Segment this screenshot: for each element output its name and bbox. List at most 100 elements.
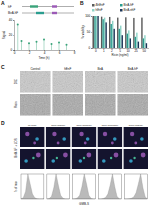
tick: 6 — [59, 50, 61, 55]
cell — [52, 132, 56, 136]
cell — [134, 142, 137, 145]
bar — [125, 17, 126, 48]
schematic-box — [52, 12, 57, 14]
stem — [21, 41, 22, 50]
image — [124, 127, 148, 147]
bar — [144, 35, 145, 48]
cell — [84, 142, 87, 145]
axis-title: % of max — [14, 180, 18, 192]
panel-d: no RicinRicin [1ng/ml]Ricin [10ng/ml]Ric… — [14, 124, 148, 207]
column-label: no Ricin — [28, 124, 37, 126]
histogram — [99, 174, 122, 199]
bar — [122, 35, 123, 48]
panel-label: D — [1, 120, 5, 126]
tick-mark — [91, 32, 92, 33]
axis-title: Time (h) — [38, 56, 49, 60]
stem — [59, 43, 60, 51]
image-texture — [53, 94, 84, 116]
column-label: BirA — [97, 67, 103, 71]
tick: 1 — [103, 48, 105, 53]
tick-label: 25 — [134, 49, 138, 53]
cell — [129, 159, 133, 163]
tick-label: 0 — [11, 48, 13, 52]
image — [20, 94, 51, 116]
bar — [101, 17, 102, 48]
bar — [119, 29, 120, 48]
tick-label: 50 — [87, 30, 91, 34]
schematic-label: hF — [8, 5, 12, 9]
cell — [140, 137, 144, 141]
area — [99, 174, 122, 199]
tick-label: 0 — [14, 51, 16, 55]
cell — [51, 159, 55, 163]
image — [98, 127, 122, 147]
tick-label: 100 — [85, 14, 90, 18]
bar — [105, 22, 106, 48]
marks — [17, 24, 68, 51]
cell — [32, 157, 34, 159]
axis-line — [91, 17, 93, 49]
bar — [110, 24, 111, 48]
image — [85, 71, 116, 93]
bar — [94, 16, 95, 48]
cell — [133, 157, 135, 159]
tick-mark — [13, 35, 14, 36]
point — [51, 43, 53, 45]
legend-swatch — [92, 4, 95, 7]
image-texture — [118, 94, 149, 116]
panel-label: A — [1, 0, 5, 6]
cell — [25, 132, 29, 136]
stem — [29, 43, 30, 50]
image — [98, 149, 122, 169]
schematic-box — [52, 5, 57, 7]
row-label: DIC — [14, 78, 18, 84]
image — [20, 149, 44, 169]
marks — [73, 174, 96, 199]
tick-label: 20 — [9, 33, 13, 37]
panel-label: C — [1, 64, 5, 70]
bar — [127, 34, 128, 48]
tick: 4 — [44, 50, 46, 55]
bar — [141, 18, 142, 48]
axis: 0 20 40 — [9, 18, 15, 52]
bar — [138, 42, 139, 48]
panel-label: B — [80, 0, 84, 6]
image — [118, 71, 149, 93]
bar — [97, 16, 98, 48]
row-label: BirA-hF + LDS — [14, 138, 18, 157]
column-label: hEnF — [64, 67, 71, 71]
tick-label: 4 — [44, 51, 46, 55]
point — [28, 42, 30, 44]
marks — [21, 174, 44, 199]
stem — [44, 40, 45, 51]
area — [21, 174, 44, 199]
plot-frame — [73, 174, 96, 199]
bar — [130, 38, 131, 48]
row-label: Ricin — [14, 101, 18, 108]
tick: 0 — [14, 50, 16, 55]
tick-label: 8 — [74, 51, 76, 55]
schematic-line — [22, 6, 74, 7]
panel-c: ControlhEnFBirABirA-hFDICRicin — [14, 67, 148, 116]
column-label: Ricin [1µg/ml] — [129, 124, 143, 126]
bar — [146, 43, 147, 48]
point — [43, 39, 45, 41]
point — [36, 41, 38, 43]
tick: 0 — [89, 46, 92, 50]
stem — [36, 42, 37, 50]
bar — [117, 18, 118, 48]
cell — [83, 157, 85, 159]
image — [20, 127, 44, 147]
legend-swatch — [92, 9, 95, 12]
column-label: Ricin [100ng/ml] — [102, 124, 119, 126]
image — [72, 149, 96, 169]
image-texture — [20, 71, 51, 93]
tick: 40 — [9, 18, 14, 22]
cell — [79, 132, 83, 136]
cell — [113, 137, 117, 141]
bar — [109, 17, 110, 48]
bar — [102, 19, 103, 48]
bar — [112, 21, 113, 48]
bar — [128, 30, 129, 48]
bar — [93, 16, 94, 48]
